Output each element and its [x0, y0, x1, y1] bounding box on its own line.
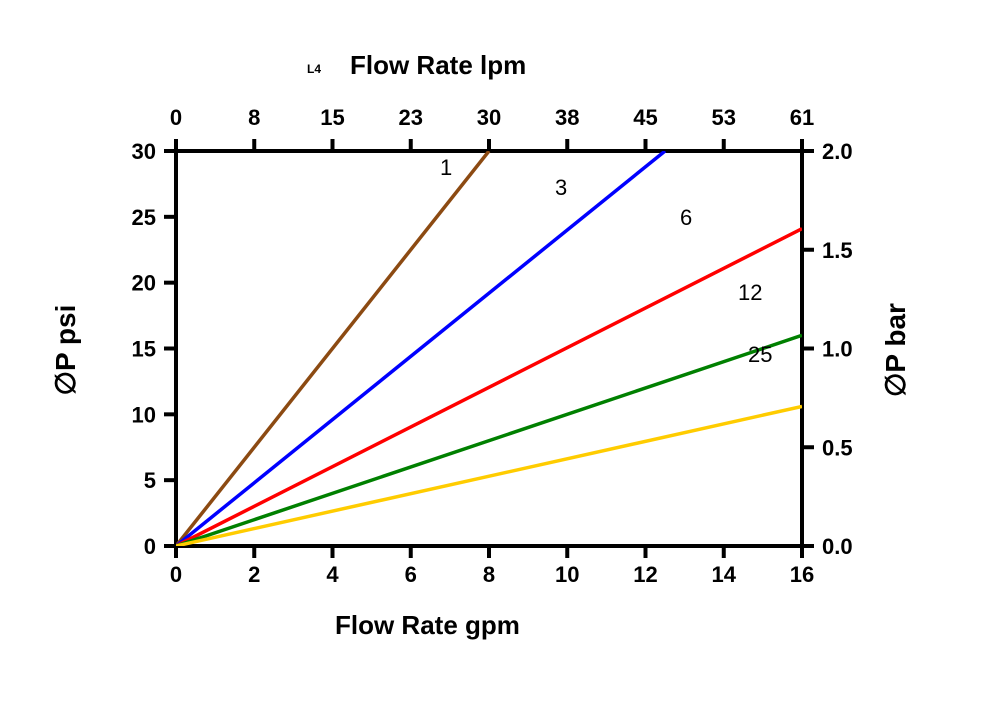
- series-label-25: 25: [748, 342, 772, 367]
- series-label-12: 12: [738, 280, 762, 305]
- bottom-tick-label: 6: [405, 562, 417, 587]
- top-tick-label: 45: [633, 105, 657, 130]
- chart-svg: 0246810121416081523303845536105101520253…: [0, 0, 996, 708]
- series-line-6: [176, 229, 802, 546]
- bottom-tick-label: 0: [170, 562, 182, 587]
- top-tick-label: 15: [320, 105, 344, 130]
- right-tick-label: 2.0: [822, 139, 853, 164]
- series-label-1: 1: [440, 155, 452, 180]
- bottom-tick-label: 2: [248, 562, 260, 587]
- bottom-tick-label: 4: [326, 562, 339, 587]
- top-tick-label: 8: [248, 105, 260, 130]
- top-tick-label: 61: [790, 105, 814, 130]
- series-line-12: [176, 335, 802, 546]
- bottom-tick-label: 14: [712, 562, 737, 587]
- series-label-6: 6: [680, 205, 692, 230]
- left-tick-label: 20: [132, 271, 156, 296]
- left-tick-label: 15: [132, 337, 156, 362]
- right-axis-title: ∅P bar: [880, 303, 911, 397]
- series-label-3: 3: [555, 175, 567, 200]
- left-tick-label: 25: [132, 205, 156, 230]
- left-tick-label: 10: [132, 402, 156, 427]
- top-tick-label: 30: [477, 105, 501, 130]
- top-tick-label: 23: [399, 105, 423, 130]
- left-tick-label: 0: [144, 534, 156, 559]
- left-tick-label: 30: [132, 139, 156, 164]
- chart-container: L4 Flow Rate lpm Flow Rate gpm 024681012…: [0, 0, 996, 708]
- right-tick-label: 0.5: [822, 435, 853, 460]
- series-line-3: [176, 151, 665, 546]
- bottom-tick-label: 8: [483, 562, 495, 587]
- right-tick-label: 0.0: [822, 534, 853, 559]
- right-tick-label: 1.5: [822, 238, 853, 263]
- bottom-tick-label: 12: [633, 562, 657, 587]
- top-tick-label: 53: [712, 105, 736, 130]
- top-tick-label: 0: [170, 105, 182, 130]
- top-tick-label: 38: [555, 105, 579, 130]
- left-tick-label: 5: [144, 468, 156, 493]
- left-axis-title: ∅P psi: [50, 305, 81, 396]
- right-tick-label: 1.0: [822, 337, 853, 362]
- bottom-tick-label: 16: [790, 562, 814, 587]
- bottom-tick-label: 10: [555, 562, 579, 587]
